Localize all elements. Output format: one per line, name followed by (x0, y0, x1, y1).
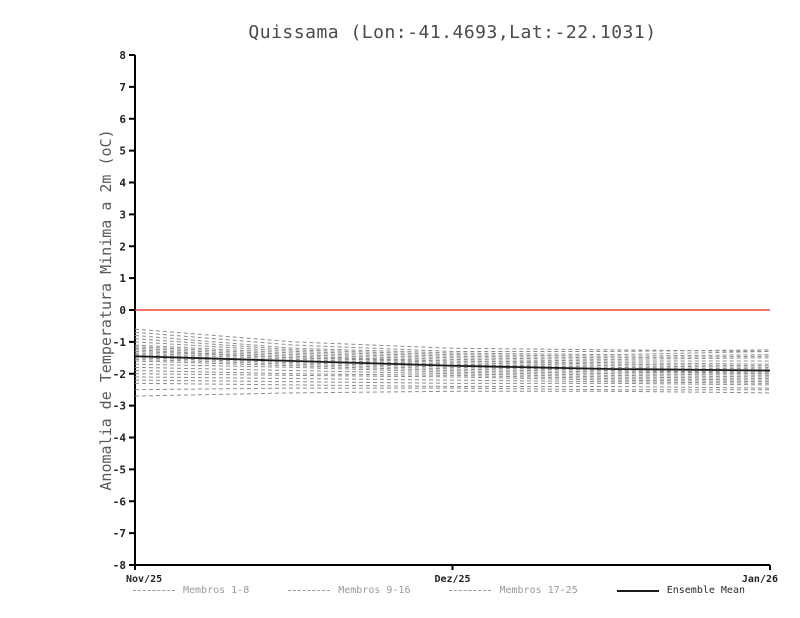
dashed-line-swatch-icon (449, 590, 492, 591)
svg-text:-1: -1 (113, 336, 127, 349)
svg-text:5: 5 (119, 145, 126, 158)
dashed-line-swatch-icon (133, 590, 175, 591)
svg-text:Dez/25: Dez/25 (434, 574, 470, 585)
svg-text:Jan/26: Jan/26 (742, 574, 778, 585)
chart-title: Quissama (Lon:-41.4693,Lat:-22.1031) (248, 22, 657, 43)
svg-text:0: 0 (119, 304, 126, 317)
legend-item-members-1-8: Membros 1-8 (133, 585, 249, 596)
legend-item-members-17-25: Membros 17-25 (449, 585, 578, 596)
svg-text:6: 6 (119, 113, 126, 126)
chart-legend: Membros 1-8 Membros 9-16 Membros 17-25 E… (133, 585, 745, 596)
svg-text:3: 3 (119, 208, 126, 221)
svg-text:7: 7 (119, 81, 126, 94)
svg-text:-8: -8 (113, 559, 126, 572)
svg-text:-4: -4 (113, 432, 127, 445)
solid-line-swatch-icon (616, 589, 659, 592)
legend-item-ensemble-mean: Ensemble Mean (616, 585, 745, 596)
svg-text:-3: -3 (113, 400, 126, 413)
svg-text:-6: -6 (113, 495, 127, 508)
legend-label: Membros 9-16 (338, 585, 411, 596)
legend-label: Ensemble Mean (666, 585, 745, 596)
svg-text:2: 2 (119, 240, 126, 253)
svg-text:-7: -7 (113, 527, 126, 540)
legend-item-members-9-16: Membros 9-16 (288, 585, 410, 596)
svg-text:-5: -5 (113, 463, 126, 476)
legend-label: Membros 17-25 (499, 585, 578, 596)
svg-text:-2: -2 (113, 368, 126, 381)
svg-text:Nov/25: Nov/25 (126, 574, 162, 585)
legend-label: Membros 1-8 (183, 585, 250, 596)
svg-text:8: 8 (119, 49, 126, 62)
dashed-line-swatch-icon (288, 590, 331, 591)
svg-text:4: 4 (119, 177, 126, 190)
svg-text:1: 1 (119, 272, 126, 285)
